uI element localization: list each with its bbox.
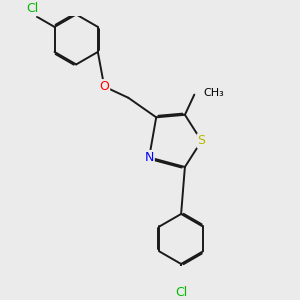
Text: CH₃: CH₃: [203, 88, 224, 98]
Text: N: N: [145, 151, 154, 164]
Text: Cl: Cl: [26, 2, 38, 15]
Text: S: S: [197, 134, 206, 147]
Text: O: O: [99, 80, 109, 93]
Text: Cl: Cl: [175, 286, 187, 299]
